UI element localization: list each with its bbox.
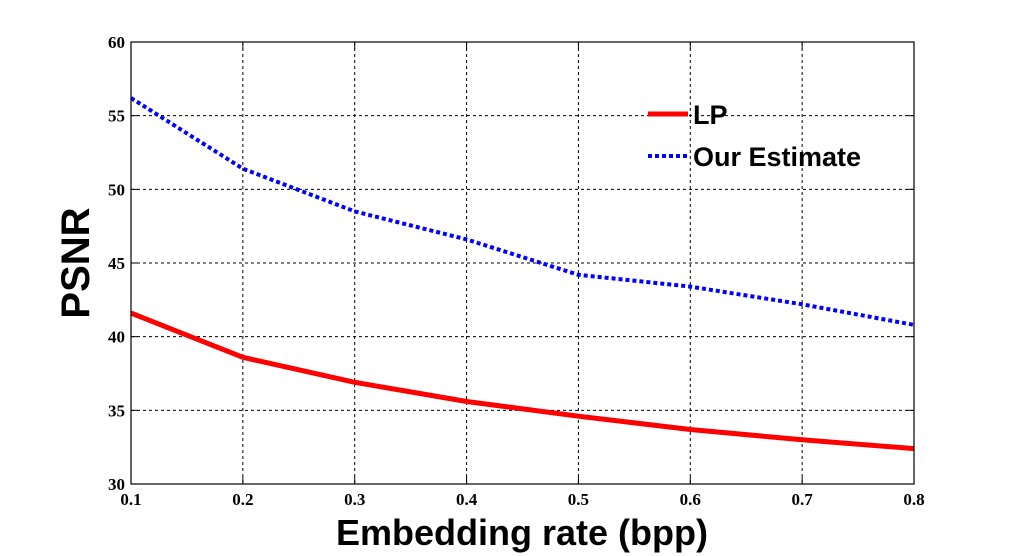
y-tick-label: 50 [108,180,125,199]
x-tick-label: 0.5 [568,490,589,509]
x-tick-label: 0.2 [232,490,253,509]
legend-label: LP [693,100,728,130]
x-tick-label: 0.1 [120,490,141,509]
ticks [130,41,915,485]
x-tick-label: 0.4 [456,490,478,509]
y-tick-label: 60 [108,33,125,52]
legend-label: Our Estimate [693,142,861,172]
y-tick-labels: 30 35 40 45 50 55 60 [108,33,125,494]
y-axis-title: PSNR [54,207,98,318]
y-tick-label: 30 [108,475,125,494]
x-tick-label: 0.3 [344,490,365,509]
series-layer [129,96,915,452]
x-axis-title: Embedding rate (bpp) [336,512,708,553]
x-tick-label: 0.7 [792,490,814,509]
x-tick-label: 0.8 [903,490,924,509]
x-tick-labels: 0.1 0.2 0.3 0.4 0.5 0.6 0.7 0.8 [120,490,924,509]
legend: LP Our Estimate [648,100,861,172]
y-tick-label: 45 [108,254,125,273]
y-tick-label: 40 [108,328,125,347]
y-tick-label: 35 [108,401,125,420]
series-line-lp [130,310,915,452]
grid [131,42,914,484]
x-tick-label: 0.6 [680,490,701,509]
y-tick-label: 55 [108,107,125,126]
